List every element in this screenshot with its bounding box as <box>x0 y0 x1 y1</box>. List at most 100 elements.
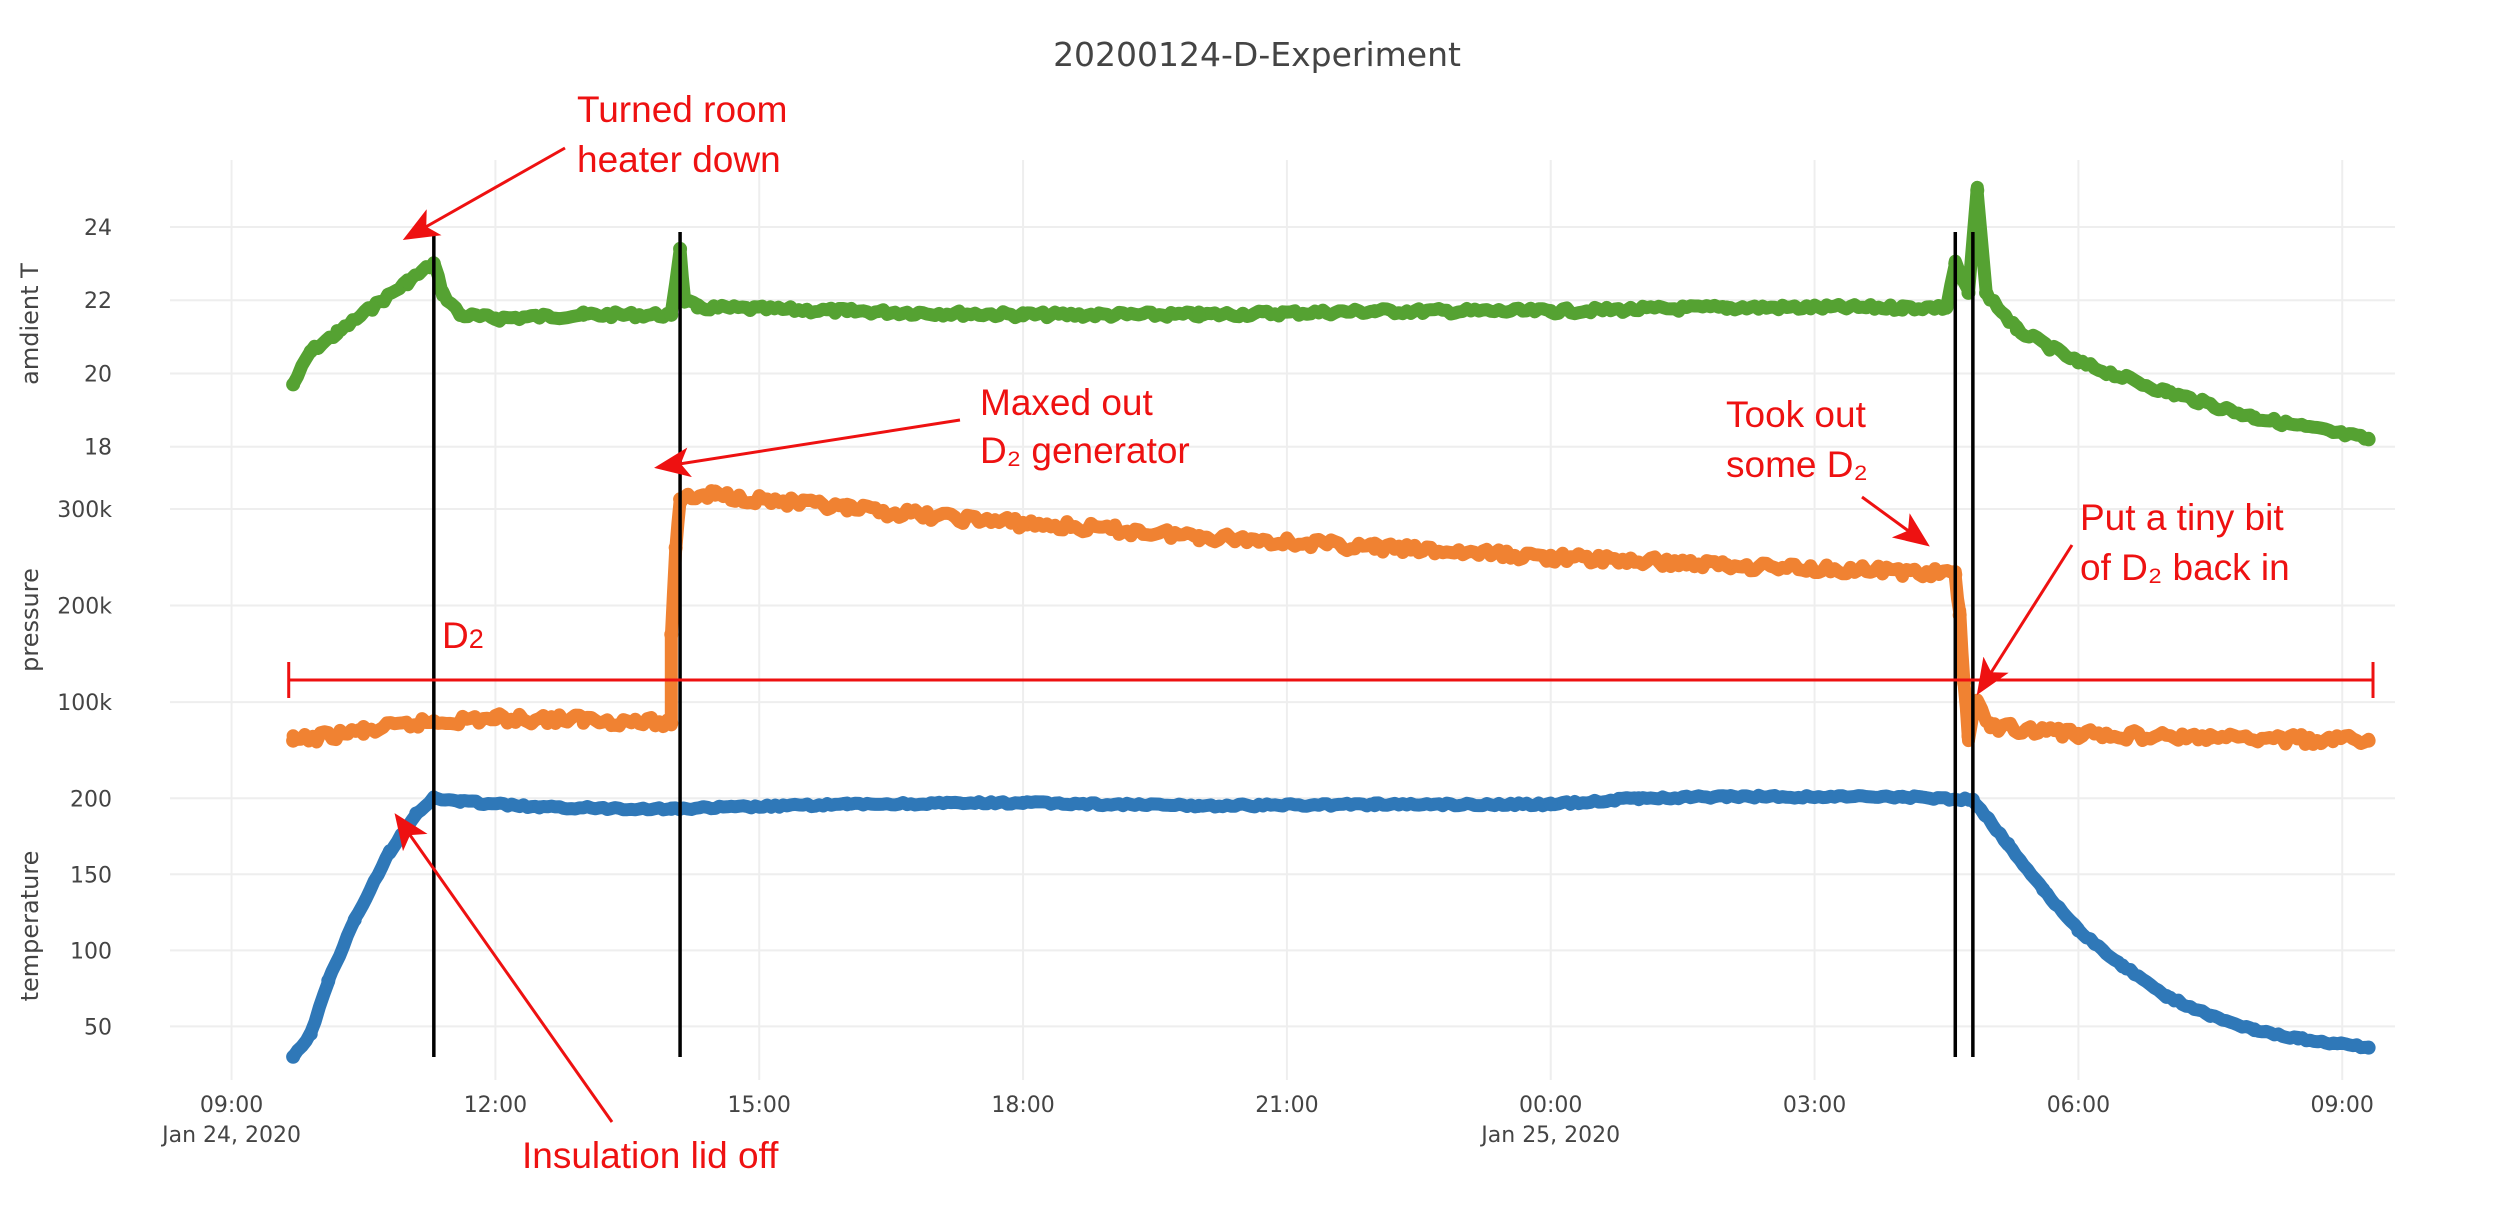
series-ambient-point <box>2071 355 2086 370</box>
series-pressure-point <box>2071 726 2086 741</box>
series-pressure-point <box>356 724 371 739</box>
series-temperature-point <box>1719 789 1734 804</box>
y-axis-title: amdient T <box>16 263 44 385</box>
series-pressure-line <box>286 484 2376 751</box>
y-tick-label: 100k <box>57 691 112 716</box>
series-temperature-point <box>409 806 424 821</box>
series-ambient-point <box>2009 322 2024 337</box>
series-ambient-point <box>286 377 301 392</box>
series-pressure-point <box>2203 730 2218 745</box>
annotation-put-tiny-bit-line-1: Put a tiny bit <box>2080 497 2284 538</box>
y-tick-label: 50 <box>84 1015 112 1040</box>
y-tick-label: 150 <box>70 863 112 888</box>
series-temperature-point <box>1631 791 1646 806</box>
series-ambient-point <box>1543 304 1558 319</box>
series-ambient-point <box>1970 183 1985 198</box>
series-temperature-point <box>2159 988 2174 1003</box>
series-temperature-point <box>664 801 679 816</box>
series-temperature-point <box>347 912 362 927</box>
series-pressure-point <box>1016 516 1031 531</box>
series-temperature-point <box>532 800 547 815</box>
y-tick-label: 20 <box>84 362 112 387</box>
series-temperature-point <box>1367 797 1382 812</box>
y-tick-label: 200k <box>57 595 112 620</box>
y-tick-label: 200 <box>70 787 112 812</box>
annotation-turned-room-heater-line-1: Turned room <box>577 89 787 130</box>
series-pressure-point <box>708 487 723 502</box>
series-ambient-point <box>1719 300 1734 315</box>
annotation-put-tiny-bit-line-2: of D₂ back in <box>2080 547 2290 588</box>
x-tick-label: 09:00 <box>2311 1093 2374 1118</box>
x-tick-label: 12:00 <box>464 1093 527 1118</box>
series-ambient-point <box>365 300 380 315</box>
series-ambient-point <box>1016 307 1031 322</box>
series-ambient-point <box>576 307 591 322</box>
series-temperature-point <box>2291 1031 2306 1046</box>
series-temperature-point <box>321 973 336 988</box>
series-temperature-point <box>1895 789 1910 804</box>
y-tick-label: 300k <box>57 498 112 523</box>
series-ambient-point <box>303 344 318 359</box>
x-tick-sublabel: Jan 24, 2020 <box>160 1123 301 1148</box>
x-tick-label: 18:00 <box>991 1093 1054 1118</box>
series-temperature-point <box>2361 1040 2376 1055</box>
y-tick-label: 22 <box>84 289 112 314</box>
series-ambient-point <box>1939 300 1954 315</box>
chart-title: 20200124-D-Experiment <box>1053 35 1461 74</box>
annotation-put-tiny-bit-arrow <box>1976 544 2074 696</box>
series-pressure-point <box>1543 550 1558 565</box>
x-tick-label: 21:00 <box>1255 1093 1318 1118</box>
series-temperature-point <box>382 844 397 859</box>
series-ambient-point <box>840 304 855 319</box>
series-ambient-point <box>1191 307 1206 322</box>
series-ambient-point <box>690 300 705 315</box>
annotation-turned-room-heater-arrow <box>402 146 566 240</box>
y-axis-title: pressure <box>16 568 44 672</box>
series-temperature-point <box>453 794 468 809</box>
y-tick-label: 24 <box>84 216 112 241</box>
series-ambient-point <box>2159 384 2174 399</box>
x-tick-label: 06:00 <box>2047 1093 2110 1118</box>
series-ambient-point <box>1979 285 1994 300</box>
x-tick-label: 00:00 <box>1519 1093 1582 1118</box>
y-tick-label: 18 <box>84 436 112 461</box>
series-temperature-line <box>286 788 2376 1064</box>
series-pressure-point <box>664 627 679 642</box>
series-temperature-point <box>2001 836 2016 851</box>
series-temperature-point <box>1191 798 1206 813</box>
series-pressure-point <box>488 711 503 726</box>
d2-range-label: D2 <box>442 615 484 656</box>
series-ambient-point <box>400 274 415 289</box>
series-pressure-point <box>1895 564 1910 579</box>
series-temperature-point <box>286 1049 301 1064</box>
series-ambient-point <box>664 307 679 322</box>
series-pressure-point <box>1191 529 1206 543</box>
series-pressure-point <box>1719 557 1734 572</box>
series-pressure-point <box>1957 675 1972 690</box>
x-tick-label: 09:00 <box>200 1093 263 1118</box>
series-temperature-point <box>303 1026 318 1041</box>
series-ambient-point <box>330 326 345 341</box>
y-tick-label: 100 <box>70 939 112 964</box>
annotation-took-out-line-2: some D₂ <box>1726 444 1868 485</box>
series-ambient-point <box>2361 432 2376 447</box>
series-pressure-point <box>840 501 855 516</box>
series-temperature-point <box>1543 797 1558 812</box>
x-tick-label: 03:00 <box>1783 1093 1846 1118</box>
series-ambient-point <box>2247 410 2262 425</box>
annotation-maxed-out-arrow <box>654 418 961 478</box>
series-temperature-point <box>2115 958 2130 973</box>
x-tick-sublabel: Jan 25, 2020 <box>1479 1123 1620 1148</box>
series-pressure-point <box>286 733 301 748</box>
series-ambient-point <box>488 311 503 326</box>
series-ambient-point <box>1895 300 1910 315</box>
y-axis-title: temperature <box>16 851 44 1002</box>
annotation-insulation-lid-arrow <box>394 813 614 1123</box>
series-ambient-point <box>1367 304 1382 319</box>
annotation-maxed-out-line-2: D₂ generator <box>980 430 1190 471</box>
series-ambient-point <box>453 307 468 322</box>
annotation-maxed-out-line-1: Maxed out <box>980 382 1153 423</box>
series-temperature-point <box>1016 795 1031 810</box>
series-temperature-point <box>840 797 855 812</box>
